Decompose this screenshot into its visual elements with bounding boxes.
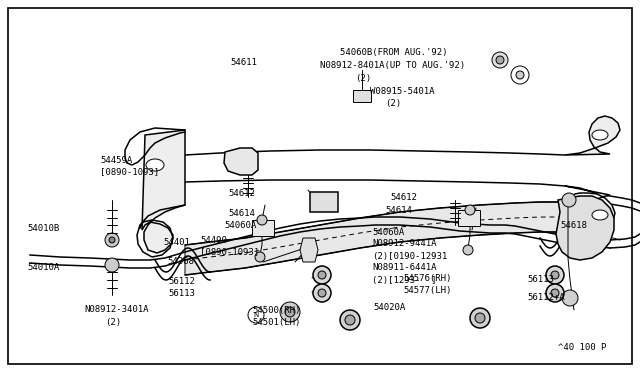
Text: 54459A: 54459A	[100, 155, 132, 164]
Circle shape	[105, 233, 119, 247]
Text: (2)[1293-  ]: (2)[1293- ]	[372, 276, 436, 285]
Circle shape	[318, 289, 326, 297]
Circle shape	[562, 290, 578, 306]
Circle shape	[285, 307, 295, 317]
Circle shape	[248, 307, 264, 323]
Circle shape	[546, 284, 564, 302]
Text: 54612: 54612	[390, 192, 417, 202]
Text: N08912-8401A(UP TO AUG.'92): N08912-8401A(UP TO AUG.'92)	[320, 61, 465, 70]
Circle shape	[463, 245, 473, 255]
Text: 56113: 56113	[527, 276, 554, 285]
Text: (2): (2)	[105, 317, 121, 327]
Text: (2): (2)	[355, 74, 371, 83]
Text: [0890-1093]: [0890-1093]	[200, 247, 259, 257]
Circle shape	[551, 289, 559, 297]
Text: 54618: 54618	[560, 221, 587, 230]
Bar	[310, 192, 338, 212]
Text: N08911-6441A: N08911-6441A	[372, 263, 436, 273]
Circle shape	[470, 308, 490, 328]
Polygon shape	[300, 238, 318, 262]
Circle shape	[516, 71, 524, 79]
Text: 54490: 54490	[200, 235, 227, 244]
Text: N08912-9441A: N08912-9441A	[372, 240, 436, 248]
Text: 54010A: 54010A	[27, 263, 60, 272]
Text: N08912-3401A: N08912-3401A	[84, 305, 148, 314]
Circle shape	[257, 215, 267, 225]
Text: W08915-5401A: W08915-5401A	[370, 87, 435, 96]
Text: 56113: 56113	[168, 289, 195, 298]
Polygon shape	[224, 148, 258, 175]
Text: 54500(RH): 54500(RH)	[252, 305, 300, 314]
Text: 54401: 54401	[163, 237, 190, 247]
Text: 54611: 54611	[230, 58, 257, 67]
Circle shape	[562, 193, 576, 207]
Ellipse shape	[146, 159, 164, 171]
Text: 54060B(FROM AUG.'92): 54060B(FROM AUG.'92)	[340, 48, 447, 57]
Text: (2)[0190-12931: (2)[0190-12931	[372, 251, 447, 260]
Polygon shape	[565, 116, 620, 155]
Text: 56112+A: 56112+A	[527, 292, 564, 301]
Circle shape	[313, 266, 331, 284]
Text: 54614: 54614	[228, 208, 255, 218]
Circle shape	[546, 266, 564, 284]
Ellipse shape	[592, 130, 608, 140]
Polygon shape	[565, 186, 615, 230]
Bar	[353, 90, 371, 102]
Polygon shape	[185, 202, 590, 275]
Text: N: N	[253, 312, 259, 318]
Polygon shape	[142, 130, 185, 253]
Text: 54577(LH): 54577(LH)	[403, 285, 451, 295]
Text: [0890-1093]: [0890-1093]	[100, 167, 159, 176]
Circle shape	[475, 313, 485, 323]
Circle shape	[496, 56, 504, 64]
Text: 54501(LH): 54501(LH)	[252, 317, 300, 327]
Ellipse shape	[592, 210, 608, 220]
Circle shape	[340, 310, 360, 330]
Text: 54612: 54612	[228, 189, 255, 198]
Circle shape	[280, 302, 300, 322]
Text: 54060A: 54060A	[372, 228, 404, 237]
Circle shape	[492, 52, 508, 68]
Circle shape	[551, 271, 559, 279]
Polygon shape	[556, 196, 614, 260]
Circle shape	[255, 252, 265, 262]
Circle shape	[105, 258, 119, 272]
Text: ^40 100 P: ^40 100 P	[558, 343, 606, 353]
Text: (2): (2)	[385, 99, 401, 108]
Circle shape	[511, 66, 529, 84]
Circle shape	[318, 271, 326, 279]
Text: 54576(RH): 54576(RH)	[403, 273, 451, 282]
Bar	[458, 210, 480, 226]
Circle shape	[109, 237, 115, 243]
Text: 54614: 54614	[385, 205, 412, 215]
Text: 54020A: 54020A	[373, 304, 405, 312]
Circle shape	[345, 315, 355, 325]
Text: 54010B: 54010B	[27, 224, 60, 232]
Circle shape	[313, 284, 331, 302]
Text: 54368: 54368	[167, 257, 194, 266]
Bar	[252, 220, 274, 236]
Text: 54060A: 54060A	[224, 221, 256, 230]
Circle shape	[465, 205, 475, 215]
Text: 56112: 56112	[168, 278, 195, 286]
